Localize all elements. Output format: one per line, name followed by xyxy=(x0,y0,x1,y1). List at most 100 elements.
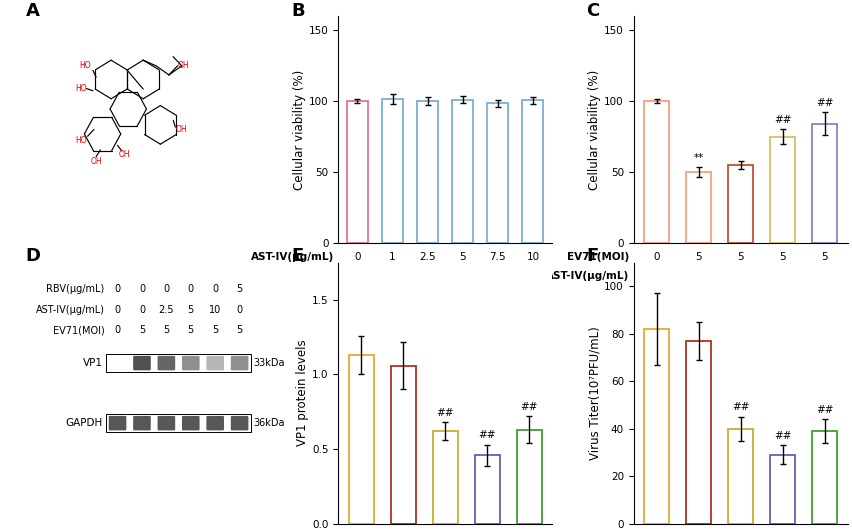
Bar xyxy=(728,428,753,524)
Text: HO: HO xyxy=(75,84,87,93)
Text: 5: 5 xyxy=(780,251,786,261)
Text: 0: 0 xyxy=(139,305,145,315)
FancyBboxPatch shape xyxy=(206,416,224,431)
Text: ##: ## xyxy=(816,405,833,415)
Text: B: B xyxy=(291,2,305,20)
Text: 5: 5 xyxy=(737,251,744,261)
Text: 5: 5 xyxy=(187,325,194,335)
Text: HO: HO xyxy=(75,136,87,145)
Text: ##: ## xyxy=(436,407,454,417)
Bar xyxy=(433,431,458,524)
Text: ##: ## xyxy=(521,402,538,412)
Text: 0: 0 xyxy=(237,305,243,315)
Bar xyxy=(812,431,838,524)
Text: F: F xyxy=(586,247,599,265)
Text: 0: 0 xyxy=(354,251,360,261)
Y-axis label: Cellular viability (%): Cellular viability (%) xyxy=(293,69,306,189)
FancyBboxPatch shape xyxy=(133,356,151,370)
Bar xyxy=(417,101,438,243)
Text: VP1: VP1 xyxy=(83,358,103,368)
Bar xyxy=(382,99,403,243)
Text: 36kDa: 36kDa xyxy=(253,418,285,428)
Text: 5: 5 xyxy=(237,284,243,294)
Text: A: A xyxy=(26,2,39,20)
Text: ##: ## xyxy=(816,98,833,108)
Text: AST-IV(μg/mL): AST-IV(μg/mL) xyxy=(251,251,335,261)
Bar xyxy=(390,366,416,524)
Bar xyxy=(728,165,753,243)
Text: 0: 0 xyxy=(653,271,660,281)
Bar xyxy=(347,101,368,243)
Bar xyxy=(522,101,544,243)
Text: 5: 5 xyxy=(187,305,194,315)
Text: 0: 0 xyxy=(653,251,660,261)
Text: 2.5: 2.5 xyxy=(733,271,749,281)
FancyBboxPatch shape xyxy=(231,356,249,370)
FancyBboxPatch shape xyxy=(158,416,176,431)
Text: AST-IV(μg/mL): AST-IV(μg/mL) xyxy=(546,271,630,281)
Y-axis label: Virus Titer(10⁷PFU/mL): Virus Titer(10⁷PFU/mL) xyxy=(589,326,602,460)
Text: ##: ## xyxy=(774,431,792,441)
Text: 5: 5 xyxy=(459,251,466,261)
Bar xyxy=(644,329,670,524)
Text: 2.5: 2.5 xyxy=(158,305,174,315)
Text: 0: 0 xyxy=(139,284,145,294)
Text: **: ** xyxy=(694,153,704,163)
Text: 0: 0 xyxy=(212,284,218,294)
Text: 10: 10 xyxy=(209,305,222,315)
Bar xyxy=(106,354,250,372)
Text: 0: 0 xyxy=(187,284,194,294)
Bar xyxy=(516,430,542,524)
Text: 5: 5 xyxy=(821,251,828,261)
Text: E: E xyxy=(291,247,303,265)
Bar xyxy=(487,103,509,243)
Text: 0: 0 xyxy=(114,284,121,294)
Text: 2.5: 2.5 xyxy=(419,251,436,261)
Text: RBV(μg/mL): RBV(μg/mL) xyxy=(47,284,105,294)
Text: 0: 0 xyxy=(114,305,121,315)
Bar xyxy=(812,124,838,243)
Text: 5: 5 xyxy=(139,325,145,335)
Bar xyxy=(770,136,795,243)
Text: 10: 10 xyxy=(818,271,832,281)
Text: C: C xyxy=(586,2,600,20)
Text: 0: 0 xyxy=(114,325,121,335)
Text: 1: 1 xyxy=(389,251,396,261)
Text: OH: OH xyxy=(118,150,130,159)
Text: HO: HO xyxy=(79,61,91,70)
Y-axis label: Cellular viability (%): Cellular viability (%) xyxy=(589,69,602,189)
Text: 5: 5 xyxy=(164,325,170,335)
Text: ##: ## xyxy=(479,430,496,440)
Text: OH: OH xyxy=(178,61,190,70)
Text: 10: 10 xyxy=(527,251,539,261)
Text: 5: 5 xyxy=(695,251,702,261)
Text: OH: OH xyxy=(176,125,187,134)
Bar xyxy=(686,172,711,243)
Text: OH: OH xyxy=(90,157,102,166)
Text: EV71(MOI): EV71(MOI) xyxy=(53,325,105,335)
Text: AST-IV(μg/mL): AST-IV(μg/mL) xyxy=(36,305,105,315)
Bar xyxy=(686,341,711,524)
Text: 0: 0 xyxy=(164,284,170,294)
Text: D: D xyxy=(26,247,40,265)
Bar xyxy=(475,455,500,524)
Bar xyxy=(106,414,250,432)
Bar xyxy=(770,455,795,524)
Y-axis label: VP1 protein levels: VP1 protein levels xyxy=(296,340,309,446)
FancyBboxPatch shape xyxy=(182,356,199,370)
Text: 5: 5 xyxy=(212,325,218,335)
FancyBboxPatch shape xyxy=(182,416,199,431)
Text: 33kDa: 33kDa xyxy=(253,358,285,368)
Text: ##: ## xyxy=(732,402,750,412)
FancyBboxPatch shape xyxy=(109,416,126,431)
FancyBboxPatch shape xyxy=(231,416,249,431)
Bar xyxy=(348,355,374,524)
FancyBboxPatch shape xyxy=(158,356,176,370)
Text: 5: 5 xyxy=(780,271,786,281)
Text: ##: ## xyxy=(774,115,792,125)
Bar xyxy=(644,101,670,243)
Text: 0: 0 xyxy=(695,271,702,281)
Text: EV71(MOI): EV71(MOI) xyxy=(567,251,630,261)
Bar xyxy=(452,99,473,243)
Text: 5: 5 xyxy=(237,325,243,335)
